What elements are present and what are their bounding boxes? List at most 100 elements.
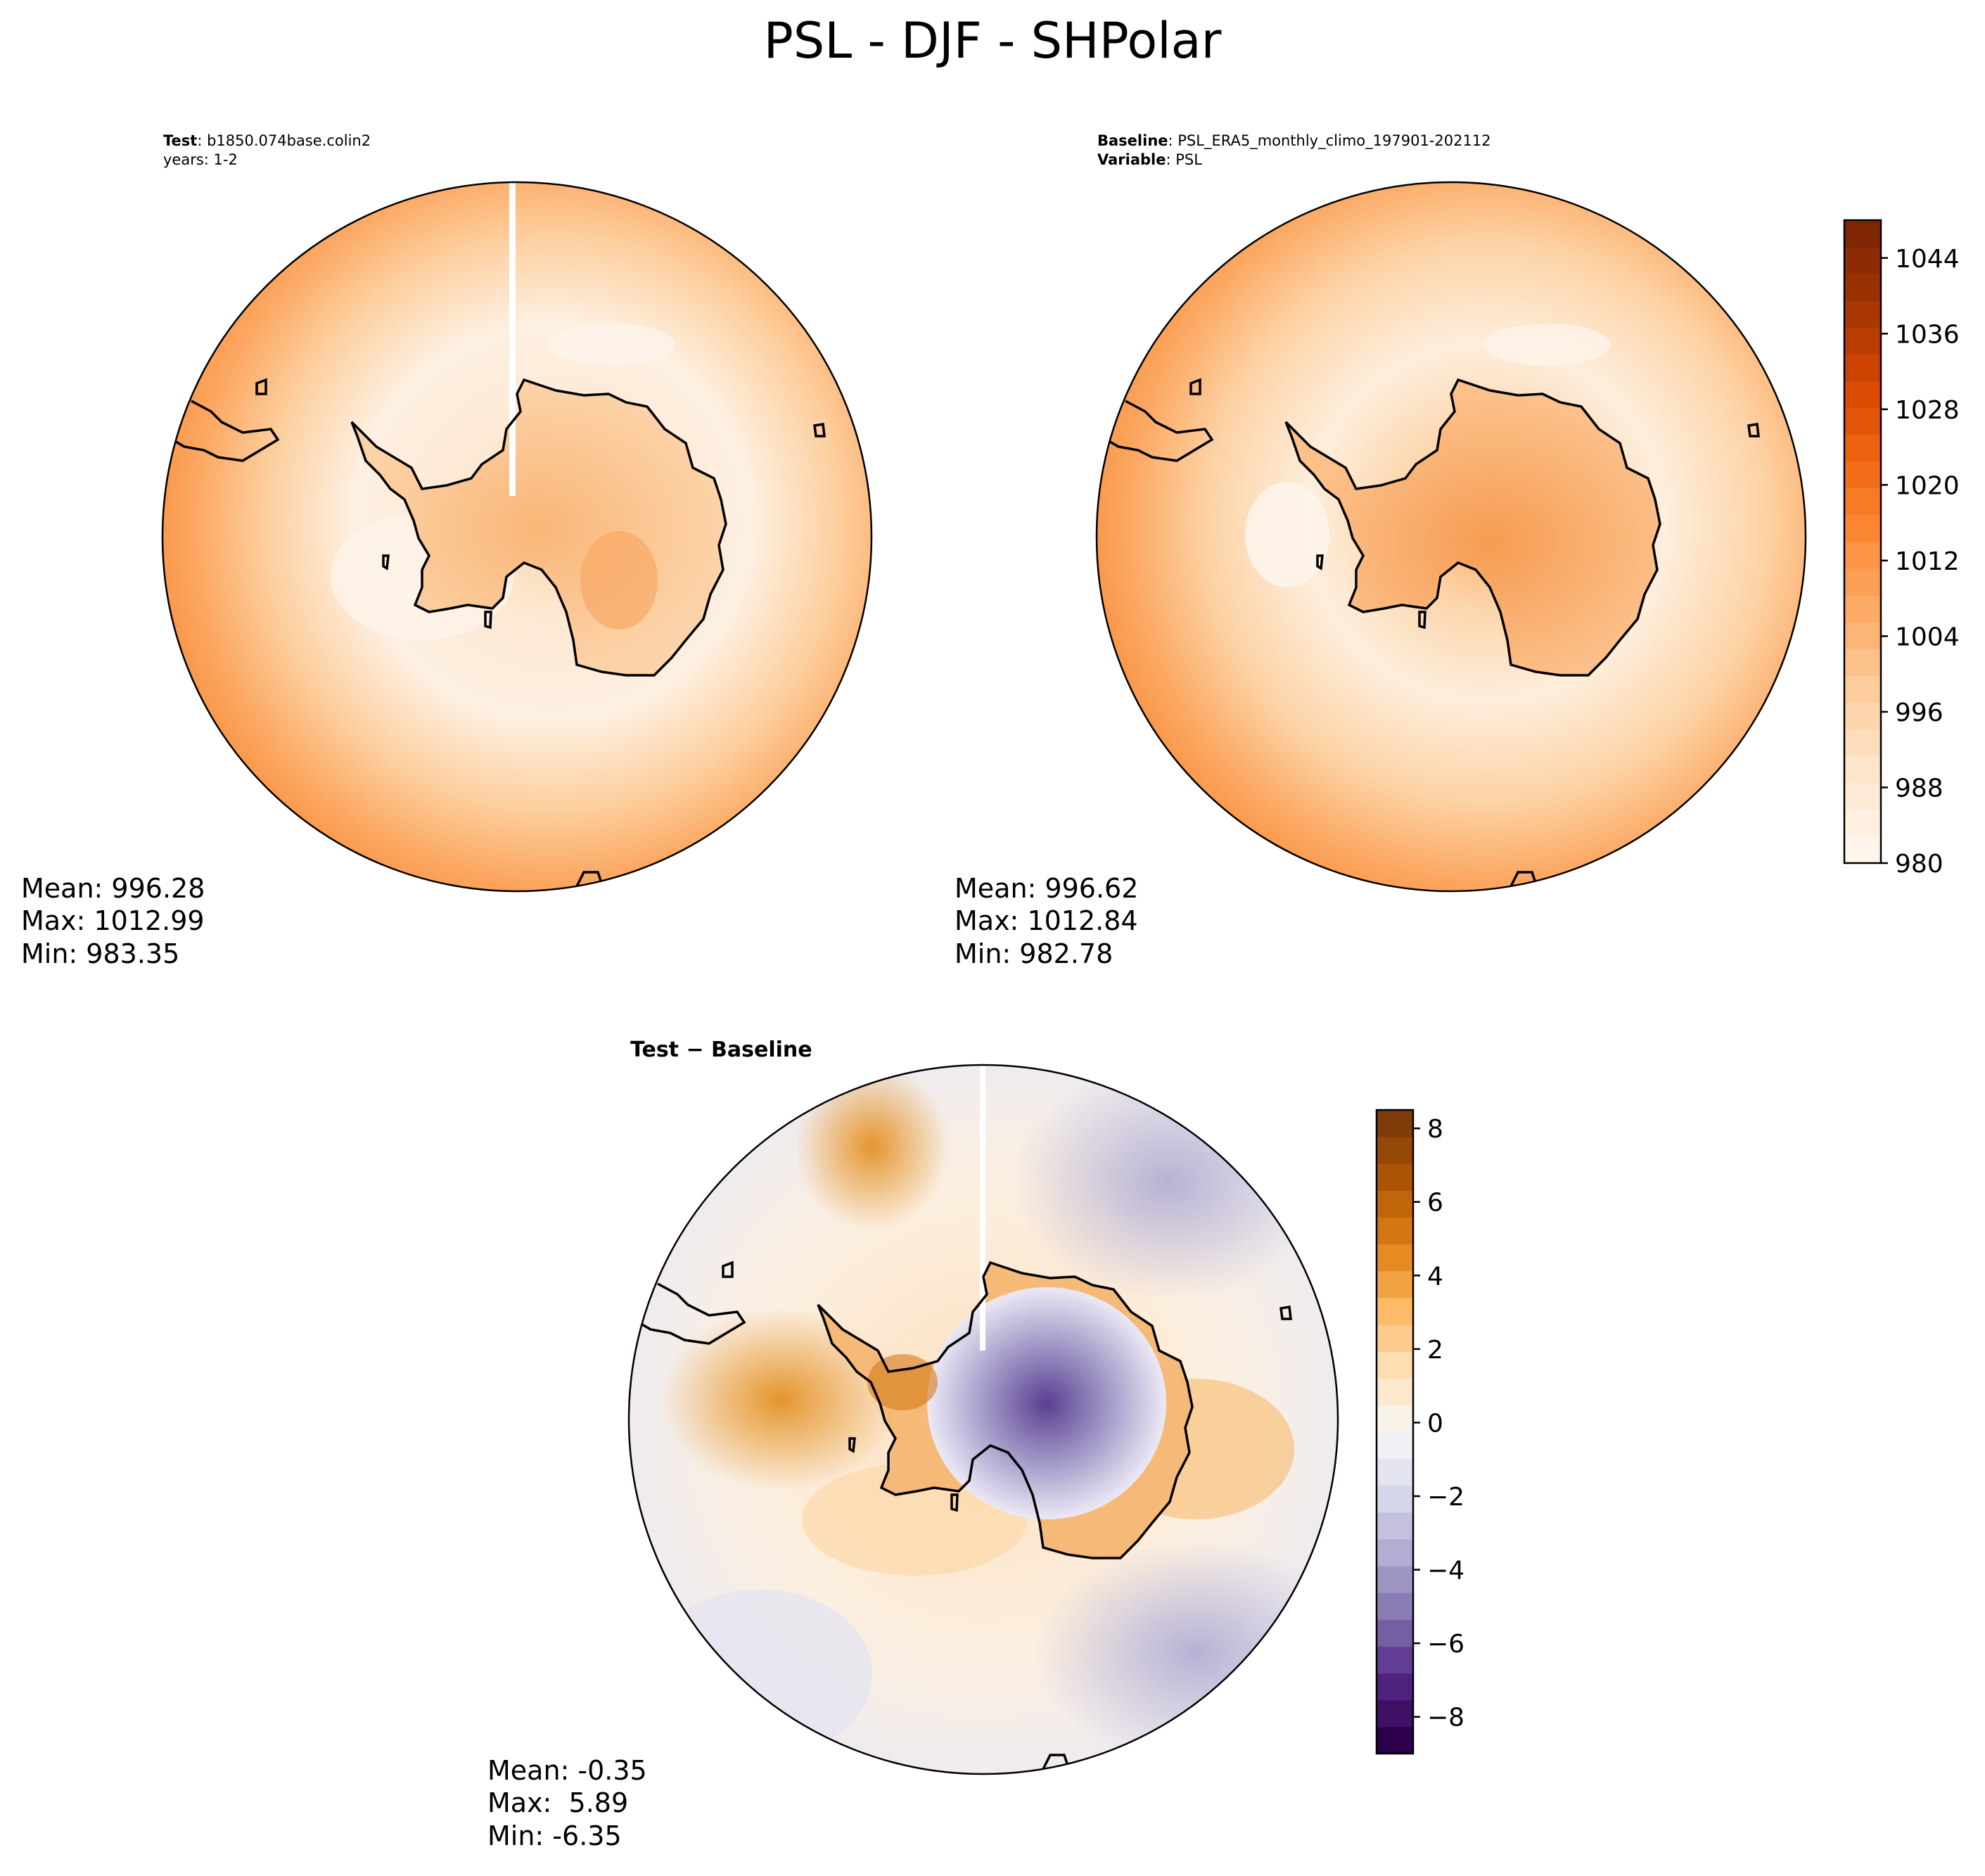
diff-colorbar-segment bbox=[1377, 1110, 1413, 1137]
diff-colorbar-tick-label: 8 bbox=[1427, 1115, 1443, 1144]
baseline-label: Baseline: PSL_ERA5_monthly_climo_197901-… bbox=[1097, 132, 1491, 150]
diff-colorbar-segment bbox=[1377, 1405, 1413, 1432]
main-colorbar-segment bbox=[1844, 809, 1881, 837]
diff-colorbar-tick-label: −6 bbox=[1427, 1630, 1464, 1659]
baseline-panel: Baseline: PSL_ERA5_monthly_climo_197901-… bbox=[955, 132, 1807, 969]
diff-colorbar-segment bbox=[1377, 1673, 1413, 1701]
diff-colorbar-segment bbox=[1377, 1646, 1413, 1674]
main-colorbar-segment bbox=[1844, 300, 1881, 328]
main-colorbar-tick-label: 996 bbox=[1895, 698, 1943, 727]
diff-map-boundary bbox=[627, 1064, 1339, 1775]
main-colorbar-tick-label: 1012 bbox=[1895, 547, 1960, 576]
baseline-map bbox=[1097, 182, 1806, 891]
main-colorbar-tick-label: 1028 bbox=[1895, 396, 1960, 425]
main-colorbar-segment bbox=[1844, 622, 1881, 649]
diff-colorbar-tick-label: 2 bbox=[1427, 1336, 1443, 1365]
diff-colorbar-segment bbox=[1377, 1485, 1413, 1513]
diff-colorbar-segment bbox=[1377, 1458, 1413, 1486]
main-colorbar-segment bbox=[1844, 729, 1881, 757]
main-colorbar-frame bbox=[1843, 219, 1882, 864]
diff-colorbar-segment bbox=[1377, 1726, 1413, 1754]
main-colorbar-tick-label: 1036 bbox=[1895, 320, 1960, 349]
diff-colorbar-segment bbox=[1377, 1699, 1413, 1728]
baseline-stat-min: Min: 982.78 bbox=[955, 938, 1113, 969]
main-colorbar-segment bbox=[1844, 461, 1881, 489]
main-colorbar-segment bbox=[1844, 247, 1881, 274]
baseline-variable: Variable: PSL bbox=[1097, 151, 1202, 168]
diff-colorbar-tick-label: 6 bbox=[1427, 1189, 1443, 1218]
diff-colorbar-frame bbox=[1375, 1109, 1415, 1755]
diff-colorbar-segment bbox=[1377, 1512, 1413, 1540]
figure-title: PSL - DJF - SHPolar bbox=[764, 12, 1222, 70]
diff-colorbar-segment bbox=[1377, 1244, 1413, 1272]
diff-colorbar-segment bbox=[1377, 1217, 1413, 1245]
test-label-text: : b1850.074base.colin2 bbox=[197, 132, 371, 149]
test-label: Test: b1850.074base.colin2 bbox=[163, 132, 371, 149]
diff-colorbar-tick-label: −8 bbox=[1427, 1704, 1464, 1733]
diff-colorbar-segment bbox=[1377, 1431, 1413, 1460]
baseline-variable-text: : PSL bbox=[1166, 151, 1202, 168]
main-colorbar-tick-label: 1044 bbox=[1895, 245, 1960, 274]
baseline-map-boundary bbox=[1095, 181, 1807, 893]
main-colorbar-segment bbox=[1844, 354, 1881, 381]
diff-stat-max: Max: 5.89 bbox=[487, 1787, 628, 1818]
main-colorbar-segment bbox=[1844, 675, 1881, 703]
main-colorbar-segment bbox=[1844, 782, 1881, 810]
diff-colorbar-segment bbox=[1377, 1566, 1413, 1593]
test-panel: Test: b1850.074base.colin2 years: 1-2 bbox=[21, 132, 873, 969]
test-map bbox=[162, 182, 872, 891]
baseline-label-bold: Baseline bbox=[1097, 132, 1168, 149]
diff-colorbar-segment bbox=[1377, 1163, 1413, 1191]
main-colorbar-segment bbox=[1844, 595, 1881, 623]
main-colorbar-segment bbox=[1844, 327, 1881, 355]
diff-stat-mean: Mean: -0.35 bbox=[487, 1755, 647, 1786]
main-colorbar-segment bbox=[1844, 407, 1881, 435]
main-colorbar-segment bbox=[1844, 755, 1881, 784]
diff-colorbar-tick-label: −2 bbox=[1427, 1483, 1464, 1512]
diff-colorbar-segment bbox=[1377, 1619, 1413, 1647]
diff-colorbar-segment bbox=[1377, 1378, 1413, 1405]
test-map-boundary bbox=[161, 181, 873, 893]
diff-colorbar-segment bbox=[1377, 1325, 1413, 1352]
main-colorbar-segment bbox=[1844, 220, 1881, 248]
test-stat-max: Max: 1012.99 bbox=[21, 905, 205, 936]
diff-panel: Test − Baseline bbox=[487, 1038, 1339, 1851]
main-colorbar-segment bbox=[1844, 649, 1881, 676]
main-colorbar-segment bbox=[1844, 274, 1881, 301]
diff-colorbar: 8 6 4 2 0 −2 −4 −6 −8 bbox=[1375, 1109, 1464, 1755]
main-colorbar-segment bbox=[1844, 434, 1881, 462]
test-stat-mean: Mean: 996.28 bbox=[21, 873, 205, 904]
diff-colorbar-segment bbox=[1377, 1137, 1413, 1164]
diff-label: Test − Baseline bbox=[630, 1038, 812, 1062]
main-colorbar-segment bbox=[1844, 514, 1881, 542]
diff-colorbar-segment bbox=[1377, 1593, 1413, 1620]
diff-colorbar-tick-label: 4 bbox=[1427, 1262, 1443, 1291]
diff-map bbox=[629, 1065, 1338, 1774]
main-colorbar-segment bbox=[1844, 836, 1881, 864]
diff-stat-min: Min: -6.35 bbox=[487, 1820, 622, 1851]
main-colorbar-segment bbox=[1844, 487, 1881, 516]
main-colorbar-segment bbox=[1844, 381, 1881, 409]
baseline-stat-max: Max: 1012.84 bbox=[955, 905, 1138, 936]
main-colorbar-tick-label: 1004 bbox=[1895, 623, 1960, 651]
baseline-variable-bold: Variable bbox=[1097, 151, 1166, 168]
diff-colorbar-segment bbox=[1377, 1539, 1413, 1566]
main-colorbar: 980 988 996 1004 1012 1020 1028 1036 1044 bbox=[1843, 219, 1960, 879]
diff-colorbar-tick-label: −4 bbox=[1427, 1557, 1464, 1585]
main-colorbar-segment bbox=[1844, 568, 1881, 596]
test-stat-min: Min: 983.35 bbox=[21, 938, 179, 969]
diff-colorbar-segment bbox=[1377, 1190, 1413, 1218]
diff-colorbar-segment bbox=[1377, 1297, 1413, 1325]
main-colorbar-segment bbox=[1844, 702, 1881, 730]
baseline-stat-mean: Mean: 996.62 bbox=[955, 873, 1138, 904]
main-colorbar-tick-label: 1020 bbox=[1895, 471, 1960, 500]
diff-colorbar-segment bbox=[1377, 1270, 1413, 1298]
test-label-bold: Test bbox=[163, 132, 197, 149]
main-colorbar-segment bbox=[1844, 542, 1881, 569]
main-colorbar-tick-label: 980 bbox=[1895, 850, 1943, 879]
baseline-label-text: : PSL_ERA5_monthly_climo_197901-202112 bbox=[1168, 132, 1491, 150]
main-colorbar-tick-label: 988 bbox=[1895, 774, 1943, 803]
diff-colorbar-segment bbox=[1377, 1351, 1413, 1379]
test-years: years: 1-2 bbox=[163, 151, 238, 168]
